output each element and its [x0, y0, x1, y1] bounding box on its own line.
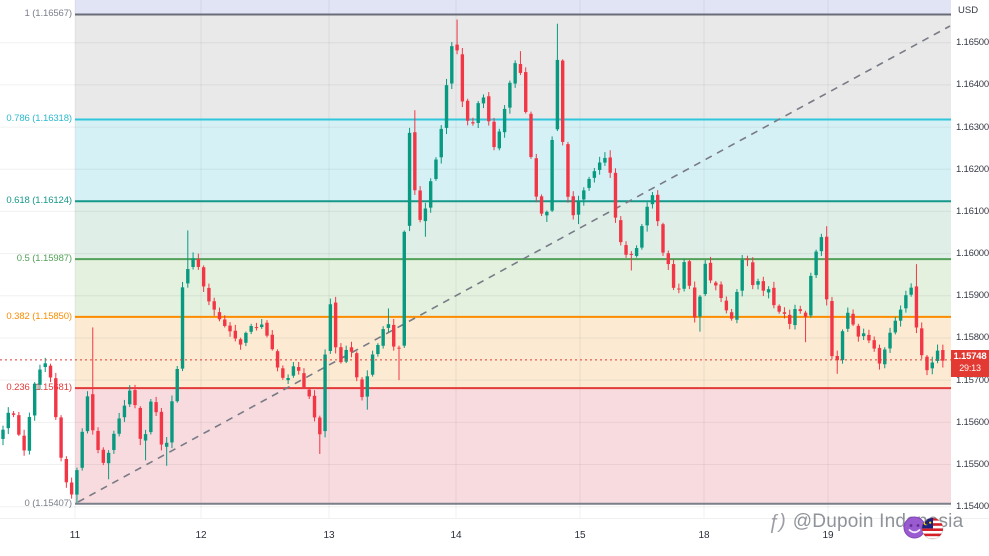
fib-label: 0 (1.15407)	[24, 497, 73, 509]
current-price-badge: 1.15748 29:13	[951, 349, 989, 377]
price-tick-label: 1.16000	[956, 248, 989, 260]
time-tick-label: 14	[450, 530, 462, 541]
fib-label: 0.618 (1.16124)	[6, 195, 72, 207]
price-tick-label: 1.16100	[956, 205, 989, 217]
dupoin-logo-icon: ƒ)	[768, 510, 786, 533]
price-tick-label: 1.15700	[956, 374, 989, 386]
fib-label: 0.236 (1.15681)	[6, 382, 72, 394]
malaysia-flag-icon	[921, 517, 944, 540]
candles-series	[1, 19, 945, 504]
watermark: ƒ) @Dupoin Indonesia	[768, 505, 963, 540]
time-axis[interactable]: 11 12 13 14 15 18 19	[0, 518, 989, 556]
time-tick-label: 18	[698, 530, 710, 541]
price-tick-label: 1.15800	[956, 332, 989, 344]
price-tick-label: 1.16500	[956, 37, 989, 49]
fib-label: 0.382 (1.15850)	[6, 310, 72, 322]
bar-countdown: 29:13	[959, 362, 981, 373]
fib-label: 0.5 (1.15987)	[16, 253, 72, 265]
price-tick-label: 1.16400	[956, 79, 989, 91]
time-tick-label: 13	[323, 530, 335, 541]
time-tick-label: 12	[195, 530, 207, 541]
price-tick-label: 1.15500	[956, 459, 989, 471]
fib-level-lines	[75, 13, 951, 505]
price-tick-label: 1.15900	[956, 290, 989, 302]
price-tick-label: 1.16200	[956, 163, 989, 175]
price-tick-label: 1.15400	[956, 501, 989, 513]
fib-label: 1 (1.16567)	[24, 8, 73, 20]
price-tick-label: 1.16300	[956, 121, 989, 133]
time-tick-label: 11	[69, 530, 81, 541]
price-tick-label: 1.15600	[956, 416, 989, 428]
time-tick-label: 15	[574, 530, 586, 541]
price-axis[interactable]: USD 1.16500 1.16400 1.16300 1.16200 1.16100 1…	[951, 0, 989, 518]
time-tick-label: 19	[822, 530, 834, 541]
fib-bands	[75, 0, 951, 504]
purple-face-icon	[903, 516, 926, 539]
trend-line	[77, 25, 951, 503]
currency-label: USD	[958, 5, 979, 16]
grid-lines	[0, 0, 951, 518]
candlestick-plot[interactable]	[0, 0, 951, 518]
current-price-value: 1.15748	[953, 350, 987, 362]
fib-label: 0.786 (1.16318)	[6, 113, 72, 125]
